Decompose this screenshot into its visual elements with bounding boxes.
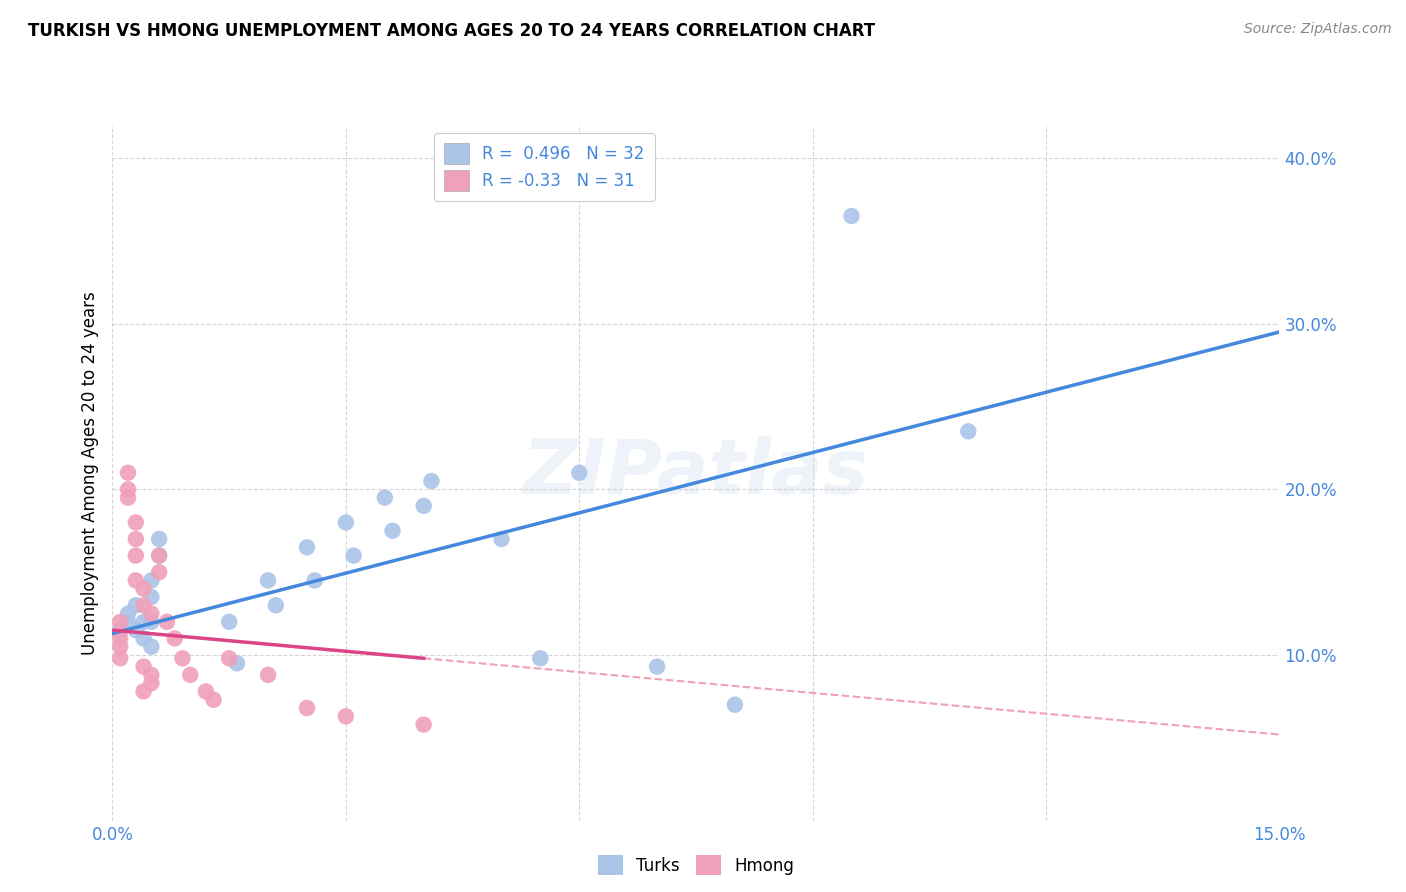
Text: ZIPatlas: ZIPatlas [523, 436, 869, 509]
Point [132, 582, 155, 596]
Point [117, 466, 139, 480]
Point [132, 659, 155, 673]
Point [156, 615, 179, 629]
Point [132, 599, 155, 613]
Point [110, 651, 132, 665]
Point [645, 659, 668, 673]
Point [374, 491, 396, 505]
Point [141, 574, 163, 588]
Point [110, 615, 132, 629]
Point [724, 698, 747, 712]
Point [218, 615, 240, 629]
Point [148, 565, 170, 579]
Point [110, 623, 132, 637]
Legend: Turks, Hmong: Turks, Hmong [591, 848, 801, 882]
Point [218, 651, 240, 665]
Point [125, 623, 148, 637]
Point [295, 541, 318, 555]
Point [335, 709, 357, 723]
Point [226, 657, 249, 671]
Point [381, 524, 404, 538]
Point [110, 632, 132, 646]
Point [194, 684, 217, 698]
Point [257, 668, 280, 682]
Point [117, 607, 139, 621]
Point [568, 466, 591, 480]
Point [141, 615, 163, 629]
Point [491, 532, 513, 546]
Point [163, 632, 186, 646]
Point [132, 632, 155, 646]
Point [172, 651, 194, 665]
Point [529, 651, 551, 665]
Point [412, 499, 434, 513]
Point [148, 532, 170, 546]
Point [141, 640, 163, 654]
Y-axis label: Unemployment Among Ages 20 to 24 years: Unemployment Among Ages 20 to 24 years [80, 291, 98, 655]
Point [343, 549, 366, 563]
Text: Source: ZipAtlas.com: Source: ZipAtlas.com [1244, 22, 1392, 37]
Point [141, 676, 163, 690]
Point [132, 615, 155, 629]
Point [125, 549, 148, 563]
Point [110, 640, 132, 654]
Text: TURKISH VS HMONG UNEMPLOYMENT AMONG AGES 20 TO 24 YEARS CORRELATION CHART: TURKISH VS HMONG UNEMPLOYMENT AMONG AGES… [28, 22, 876, 40]
Point [179, 668, 201, 682]
Point [257, 574, 280, 588]
Point [335, 516, 357, 530]
Point [420, 474, 443, 488]
Point [141, 590, 163, 604]
Point [304, 574, 326, 588]
Point [117, 483, 139, 497]
Point [141, 668, 163, 682]
Point [117, 615, 139, 629]
Point [957, 425, 980, 439]
Point [117, 491, 139, 505]
Point [125, 599, 148, 613]
Point [148, 549, 170, 563]
Point [295, 701, 318, 715]
Point [264, 599, 287, 613]
Point [841, 209, 863, 223]
Point [125, 532, 148, 546]
Point [202, 692, 225, 706]
Point [125, 516, 148, 530]
Point [132, 684, 155, 698]
Point [148, 549, 170, 563]
Point [125, 574, 148, 588]
Point [141, 607, 163, 621]
Point [412, 717, 434, 731]
